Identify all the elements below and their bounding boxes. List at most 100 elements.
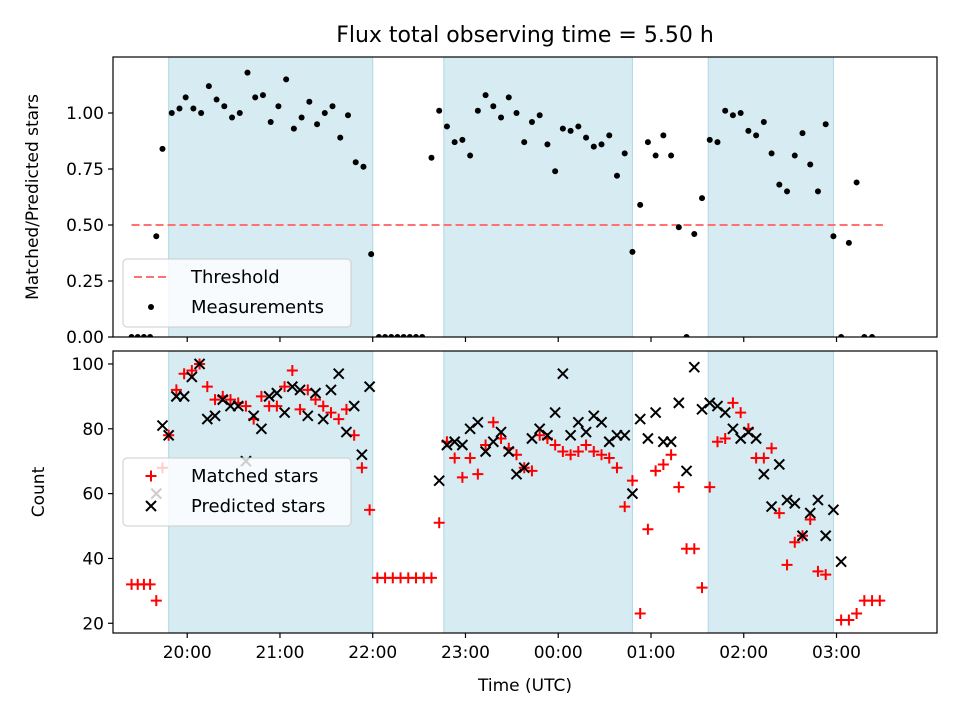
chart-title: Flux total observing time = 5.50 h <box>336 23 714 48</box>
predicted-star-point <box>456 439 469 451</box>
measurement-point <box>722 107 729 114</box>
predicted-star-point <box>580 426 592 438</box>
measurement-point <box>706 136 713 143</box>
axes-frame <box>112 350 938 634</box>
x-tick-label: 02:00 <box>719 643 768 663</box>
predicted-star-point <box>186 371 198 383</box>
predicted-star-point <box>727 423 739 435</box>
predicted-star-point <box>503 445 515 458</box>
measurement-point <box>314 121 321 128</box>
predicted-star-point <box>642 432 654 445</box>
measurement-point <box>644 139 651 146</box>
measurement-point <box>259 92 266 99</box>
predicted-star-point <box>827 504 840 516</box>
matched-star-point <box>619 501 631 513</box>
matched-star-point <box>642 523 654 535</box>
predicted-star-point <box>333 367 345 380</box>
measurement-point <box>745 127 752 134</box>
matched-star-point <box>820 569 832 581</box>
legend: Threshold Measurements <box>122 258 352 328</box>
measurement-point <box>134 334 141 337</box>
predicted-star-point <box>472 416 484 429</box>
measurement-point <box>776 181 783 188</box>
predicted-star-point <box>804 507 816 519</box>
measurement-point <box>845 239 852 246</box>
measurement-point <box>368 251 375 258</box>
predicted-star-point <box>765 500 778 513</box>
measurement-point <box>768 150 775 157</box>
matched-star-point <box>789 536 801 548</box>
predicted-star-point <box>286 380 299 393</box>
predicted-star-point <box>680 465 693 477</box>
measurement-point <box>406 334 413 337</box>
matched-star-point <box>201 381 213 393</box>
matched-star-point <box>255 390 267 402</box>
measurement-point <box>652 152 659 159</box>
measurement-point <box>559 125 566 132</box>
measurement-point <box>583 134 590 141</box>
predicted-star-point <box>719 406 731 419</box>
matched-star-point <box>294 403 306 415</box>
y-tick-label: 100 <box>72 355 104 375</box>
predicted-star-point <box>317 413 329 425</box>
measurement-point <box>799 130 806 137</box>
measurement-point <box>236 110 243 116</box>
predicted-star-point <box>441 439 453 451</box>
measurement-point <box>474 107 481 114</box>
measurement-point <box>505 94 512 101</box>
matched-star-point <box>851 608 863 620</box>
y-tick-label: 40 <box>82 549 104 569</box>
measurement-point <box>352 159 359 166</box>
measurement-point <box>598 141 605 148</box>
matched-star-point <box>596 449 608 461</box>
matched-star-point <box>650 465 662 477</box>
measurement-point <box>830 233 837 240</box>
measurement-point <box>321 110 328 116</box>
matched-star-point <box>603 452 615 464</box>
measurement-point <box>419 334 426 337</box>
matched-star-point <box>240 400 252 412</box>
matched-star-point <box>711 436 723 448</box>
predicted-star-point <box>526 432 538 445</box>
predicted-star-point <box>433 474 445 487</box>
predicted-star-point <box>193 358 206 370</box>
measurement-point <box>699 195 706 202</box>
measurement-point <box>436 107 443 114</box>
measurement-point <box>443 123 450 130</box>
measurement-point <box>513 110 520 116</box>
measurement-point <box>140 334 147 337</box>
matched-star-point <box>696 582 708 594</box>
matched-star-point <box>719 433 731 445</box>
observing-window-1 <box>443 56 633 338</box>
predicted-star-point <box>688 361 700 373</box>
predicted-star-point <box>549 406 561 419</box>
predicted-star-point <box>278 406 291 419</box>
measurement-point <box>490 103 497 110</box>
x-tick-label: 01:00 <box>626 643 675 663</box>
predicted-star-point <box>796 530 809 542</box>
measurement-point <box>182 94 189 101</box>
x-tick-label: 22:00 <box>348 643 397 663</box>
measurement-point <box>482 92 489 99</box>
y-tick-label: 0.75 <box>66 160 104 180</box>
measurement-point <box>807 161 814 168</box>
legend-box <box>122 258 352 328</box>
measurement-point <box>290 125 297 132</box>
y-tick-label: 1.00 <box>66 104 104 124</box>
predicted-star-point <box>325 384 337 396</box>
predicted-star-point <box>156 419 169 432</box>
measurement-point <box>159 145 166 152</box>
measurement-point <box>668 152 675 159</box>
measurement-point <box>306 98 313 105</box>
measurement-point <box>400 334 407 337</box>
predicted-star-point <box>564 429 577 441</box>
observing-window-1 <box>443 350 633 634</box>
measurement-point <box>544 141 551 148</box>
measurement-point <box>498 114 505 121</box>
measurement-point <box>838 334 845 337</box>
matched-star-point <box>688 543 700 555</box>
measurement-point <box>275 103 282 110</box>
measurement-point <box>252 94 259 101</box>
matched-star-point <box>557 445 569 457</box>
x-tick-label: 03:00 <box>812 643 861 663</box>
